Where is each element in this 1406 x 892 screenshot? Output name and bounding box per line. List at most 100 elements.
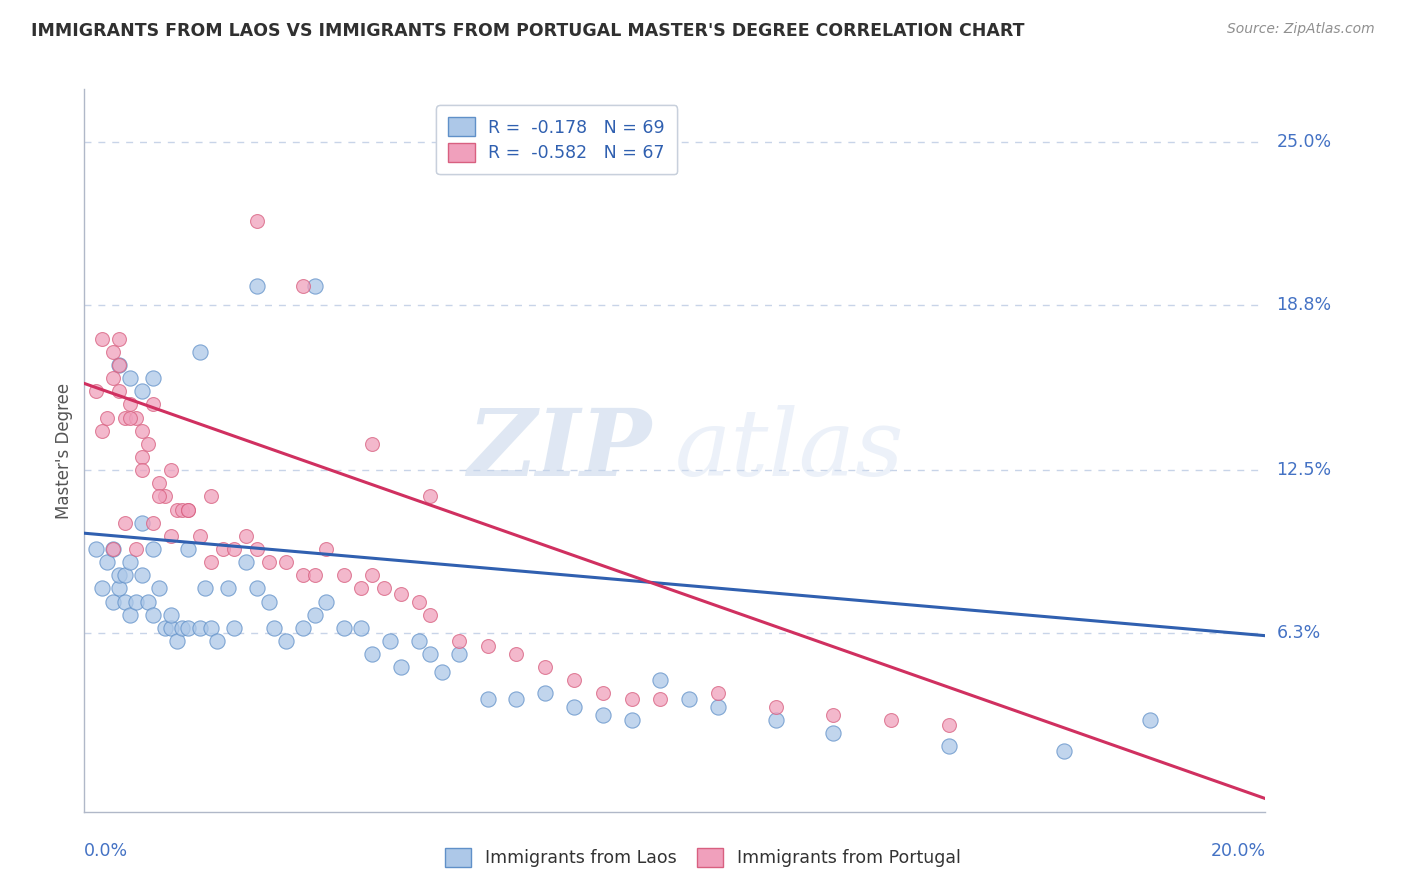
Point xyxy=(315,594,337,608)
Point xyxy=(125,594,148,608)
Point xyxy=(114,516,136,530)
Point xyxy=(534,686,557,700)
Point xyxy=(765,699,787,714)
Point xyxy=(142,397,165,411)
Point xyxy=(84,384,107,399)
Point xyxy=(246,279,269,293)
Point xyxy=(177,502,200,516)
Point xyxy=(188,621,211,635)
Point xyxy=(108,384,131,399)
Point xyxy=(205,634,228,648)
Point xyxy=(304,279,326,293)
Point xyxy=(125,541,148,556)
Point xyxy=(114,594,136,608)
Point xyxy=(131,424,153,438)
Point xyxy=(419,490,441,504)
Point xyxy=(136,437,159,451)
Point xyxy=(477,639,499,653)
Point xyxy=(131,516,153,530)
Point xyxy=(292,621,315,635)
Point xyxy=(142,541,165,556)
Point xyxy=(246,213,269,227)
Point xyxy=(373,582,395,596)
Point xyxy=(938,718,960,732)
Point xyxy=(707,699,730,714)
Point xyxy=(108,332,131,346)
Point xyxy=(1139,713,1161,727)
Text: Source: ZipAtlas.com: Source: ZipAtlas.com xyxy=(1227,22,1375,37)
Point xyxy=(562,673,585,688)
Point xyxy=(108,358,131,372)
Point xyxy=(131,450,153,464)
Point xyxy=(274,555,297,569)
Point xyxy=(389,587,412,601)
Text: 20.0%: 20.0% xyxy=(1211,842,1265,860)
Point xyxy=(650,691,672,706)
Point xyxy=(224,621,246,635)
Point xyxy=(534,660,557,674)
Point xyxy=(224,541,246,556)
Point xyxy=(447,647,470,661)
Point xyxy=(172,502,194,516)
Point xyxy=(96,555,118,569)
Point xyxy=(217,582,239,596)
Point xyxy=(592,707,614,722)
Point xyxy=(361,568,384,582)
Point xyxy=(159,621,181,635)
Point xyxy=(101,541,124,556)
Point xyxy=(101,594,124,608)
Point xyxy=(562,699,585,714)
Point xyxy=(200,621,222,635)
Point xyxy=(257,555,280,569)
Point xyxy=(257,594,280,608)
Point xyxy=(188,345,211,359)
Text: 18.8%: 18.8% xyxy=(1277,295,1331,314)
Point xyxy=(350,621,373,635)
Point xyxy=(166,502,188,516)
Point xyxy=(200,555,222,569)
Point xyxy=(131,384,153,399)
Point xyxy=(148,490,170,504)
Point xyxy=(200,490,222,504)
Point xyxy=(505,691,527,706)
Point xyxy=(177,541,200,556)
Point xyxy=(153,621,176,635)
Point xyxy=(177,502,200,516)
Point xyxy=(292,279,315,293)
Point xyxy=(765,713,787,727)
Text: 6.3%: 6.3% xyxy=(1277,624,1320,642)
Point xyxy=(447,634,470,648)
Point xyxy=(235,555,257,569)
Text: ZIP: ZIP xyxy=(467,406,651,495)
Point xyxy=(120,371,142,385)
Point xyxy=(153,490,176,504)
Point xyxy=(592,686,614,700)
Point xyxy=(505,647,527,661)
Point xyxy=(1053,744,1076,758)
Point xyxy=(159,463,181,477)
Point xyxy=(408,594,430,608)
Text: 12.5%: 12.5% xyxy=(1277,461,1331,479)
Point xyxy=(246,582,269,596)
Point xyxy=(477,691,499,706)
Point xyxy=(315,541,337,556)
Point xyxy=(90,424,112,438)
Point xyxy=(332,621,354,635)
Point xyxy=(131,463,153,477)
Point xyxy=(620,691,643,706)
Point xyxy=(142,371,165,385)
Point xyxy=(142,516,165,530)
Text: 25.0%: 25.0% xyxy=(1277,133,1331,151)
Point xyxy=(823,726,845,740)
Point xyxy=(378,634,401,648)
Point xyxy=(419,607,441,622)
Text: IMMIGRANTS FROM LAOS VS IMMIGRANTS FROM PORTUGAL MASTER'S DEGREE CORRELATION CHA: IMMIGRANTS FROM LAOS VS IMMIGRANTS FROM … xyxy=(31,22,1025,40)
Point xyxy=(159,607,181,622)
Point xyxy=(120,607,142,622)
Point xyxy=(246,541,269,556)
Point xyxy=(177,621,200,635)
Point xyxy=(101,345,124,359)
Point xyxy=(120,397,142,411)
Point xyxy=(211,541,233,556)
Point xyxy=(263,621,285,635)
